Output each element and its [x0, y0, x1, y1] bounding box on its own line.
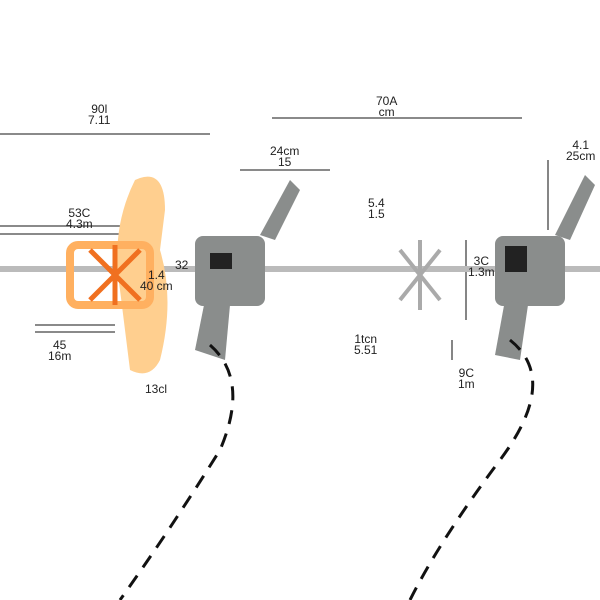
- dimension-label: 45 16m: [48, 338, 72, 363]
- power-cord: [118, 343, 235, 600]
- dimension-label: 3C 1.3m: [468, 254, 495, 279]
- dimension-label: 90l 7.11: [88, 102, 111, 127]
- power-cord: [408, 338, 535, 600]
- dimension-label: 5.4 1.5: [368, 196, 385, 221]
- dimension-label: 1tcn 5.51: [354, 332, 378, 357]
- paddle-frame: [66, 241, 154, 309]
- mixer-grip: [195, 300, 230, 360]
- mixer-grip: [495, 300, 528, 360]
- dimension-label: 13cl: [145, 382, 168, 396]
- paddle-blade: [117, 176, 168, 374]
- mixer-body-left: [195, 236, 265, 306]
- paddle-blades: [88, 245, 142, 305]
- mixer-handle: [260, 180, 300, 240]
- dimension-label: 70A cm: [376, 94, 398, 119]
- dimension-label: 32: [175, 258, 189, 272]
- speed-display: [210, 253, 232, 269]
- speed-display: [505, 246, 527, 272]
- dimension-label: 1.4 40 cm: [140, 268, 173, 293]
- dimension-label: 9C 1m: [458, 366, 475, 391]
- mixer-handle: [555, 175, 595, 240]
- mixer-shaft: [0, 266, 600, 272]
- dimension-label: 24cm 15: [270, 144, 300, 169]
- dimension-label: 4.1 25cm: [566, 138, 596, 163]
- dimension-label: 53C 4.3m: [66, 206, 93, 231]
- paddle-blades-ghost: [398, 240, 442, 310]
